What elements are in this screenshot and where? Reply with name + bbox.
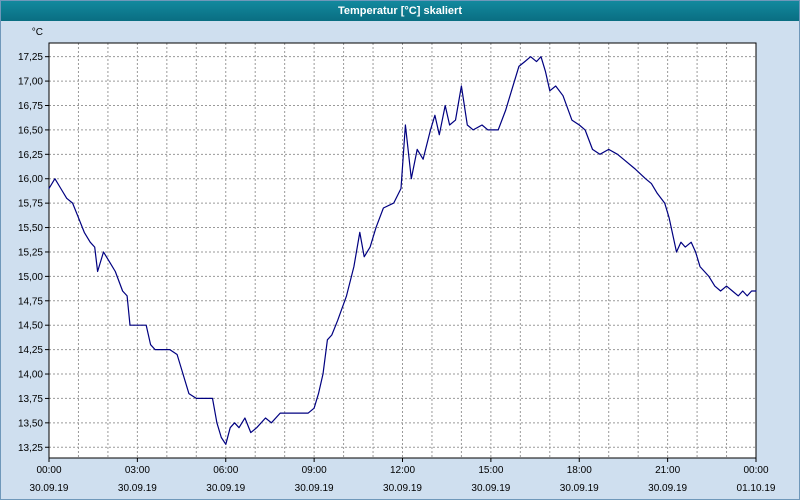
svg-text:17,00: 17,00: [18, 77, 43, 88]
series-line-temperatur: [48, 56, 757, 445]
y-axis-unit: °C: [32, 27, 43, 38]
svg-text:09:00: 09:00: [302, 465, 327, 476]
svg-text:18:00: 18:00: [567, 465, 592, 476]
svg-text:30.09.19: 30.09.19: [383, 483, 422, 494]
y-axis-labels: 17,25 17,00 16,75 16,50 16,25 16,00 15,75 15,50…: [18, 52, 49, 454]
chart-area: 17,25 17,00 16,75 16,50 16,25 16,00 15,75 15,50…: [1, 21, 799, 499]
svg-text:30.09.19: 30.09.19: [206, 483, 245, 494]
svg-text:30.09.19: 30.09.19: [30, 483, 69, 494]
svg-text:13,25: 13,25: [18, 443, 43, 454]
svg-text:15,75: 15,75: [18, 199, 43, 210]
svg-text:30.09.19: 30.09.19: [295, 483, 334, 494]
svg-text:14,50: 14,50: [18, 321, 43, 332]
svg-text:14,75: 14,75: [18, 296, 43, 307]
svg-text:00:00: 00:00: [36, 465, 61, 476]
svg-text:21:00: 21:00: [655, 465, 680, 476]
svg-text:01.10.19: 01.10.19: [737, 483, 776, 494]
svg-text:00:00: 00:00: [743, 465, 768, 476]
temperature-chart: 17,25 17,00 16,75 16,50 16,25 16,00 15,75 15,50…: [18, 27, 776, 494]
grid: [48, 43, 757, 458]
svg-text:06:00: 06:00: [213, 465, 238, 476]
window-title: Temperatur [°C] skaliert: [337, 5, 462, 17]
x-axis-labels: 00:00 30.09.19 03:00 30.09.19 06:00 30.09.19 0…: [30, 458, 776, 494]
svg-text:14,25: 14,25: [18, 345, 43, 356]
svg-text:15:00: 15:00: [478, 465, 503, 476]
svg-text:13,75: 13,75: [18, 394, 43, 405]
svg-text:30.09.19: 30.09.19: [471, 483, 510, 494]
window-titlebar[interactable]: Temperatur [°C] skaliert: [1, 1, 799, 21]
svg-text:15,50: 15,50: [18, 223, 43, 234]
svg-text:16,25: 16,25: [18, 150, 43, 161]
svg-text:16,50: 16,50: [18, 125, 43, 136]
svg-text:03:00: 03:00: [125, 465, 150, 476]
svg-text:12:00: 12:00: [390, 465, 415, 476]
svg-text:30.09.19: 30.09.19: [648, 483, 687, 494]
svg-text:16,75: 16,75: [18, 101, 43, 112]
svg-text:17,25: 17,25: [18, 52, 43, 63]
svg-text:16,00: 16,00: [18, 174, 43, 185]
svg-text:30.09.19: 30.09.19: [118, 483, 157, 494]
svg-text:14,00: 14,00: [18, 370, 43, 381]
svg-text:15,00: 15,00: [18, 272, 43, 283]
svg-text:13,50: 13,50: [18, 418, 43, 429]
svg-text:15,25: 15,25: [18, 247, 43, 258]
svg-text:30.09.19: 30.09.19: [560, 483, 599, 494]
